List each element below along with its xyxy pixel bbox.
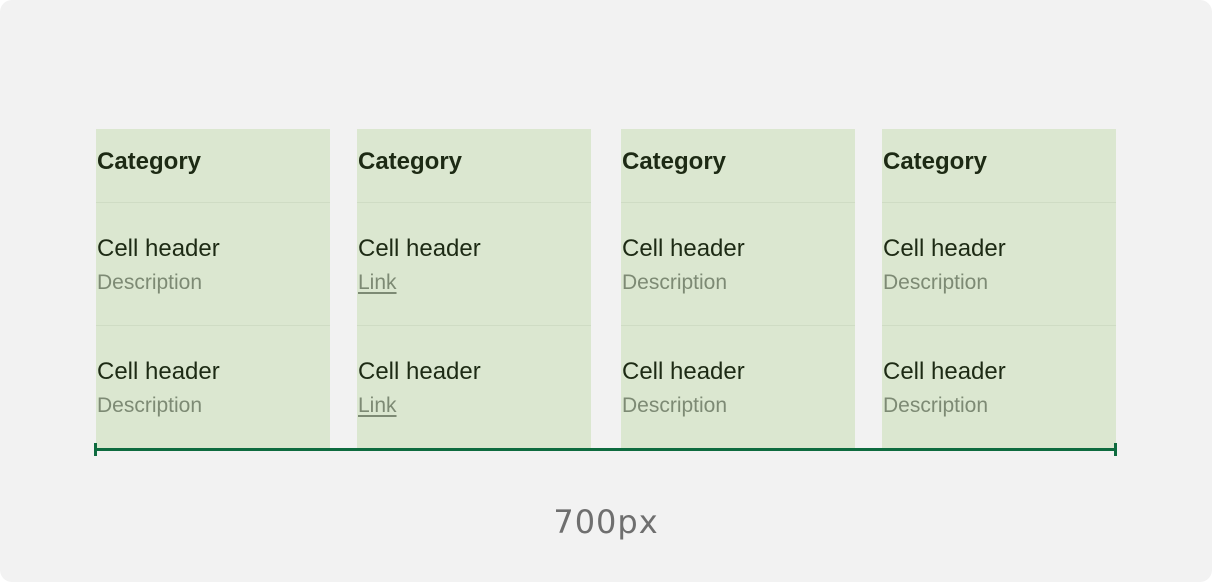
table-cell: Cell header Link <box>357 326 591 448</box>
column-3: Category Cell header Description Cell he… <box>621 129 855 448</box>
category-label: Category <box>883 148 988 175</box>
category-label: Category <box>97 148 202 175</box>
category-cell: Category <box>357 129 591 203</box>
table-cell: Cell header Description <box>621 326 855 448</box>
table-cell: Cell header Description <box>882 203 1116 326</box>
cell-link[interactable]: Link <box>358 271 397 294</box>
cell-header: Cell header <box>883 358 1006 385</box>
cell-header: Cell header <box>97 235 220 262</box>
category-cell: Category <box>621 129 855 203</box>
table-cell: Cell header Description <box>96 326 330 448</box>
cell-header: Cell header <box>622 235 745 262</box>
measure-tick-right <box>1114 443 1117 456</box>
cell-header: Cell header <box>358 358 481 385</box>
cell-header: Cell header <box>97 358 220 385</box>
table-cell: Cell header Description <box>621 203 855 326</box>
cell-description: Description <box>622 271 728 294</box>
cell-description: Description <box>883 394 989 417</box>
width-measure-line <box>95 448 1117 451</box>
cell-header: Cell header <box>358 235 481 262</box>
cell-header: Cell header <box>883 235 1006 262</box>
width-label: 700px <box>553 503 659 541</box>
table-cell: Cell header Description <box>96 203 330 326</box>
category-cell: Category <box>96 129 330 203</box>
column-2: Category Cell header Link Cell header Li… <box>357 129 591 448</box>
cell-link[interactable]: Link <box>358 394 397 417</box>
table-cell: Cell header Link <box>357 203 591 326</box>
column-4: Category Cell header Description Cell he… <box>882 129 1116 448</box>
category-label: Category <box>358 148 463 175</box>
cell-header: Cell header <box>622 358 745 385</box>
category-label: Category <box>622 148 727 175</box>
table-cell: Cell header Description <box>882 326 1116 448</box>
cell-description: Description <box>97 394 203 417</box>
cell-description: Description <box>883 271 989 294</box>
cell-description: Description <box>97 271 203 294</box>
cell-description: Description <box>622 394 728 417</box>
category-cell: Category <box>882 129 1116 203</box>
column-1: Category Cell header Description Cell he… <box>96 129 330 448</box>
